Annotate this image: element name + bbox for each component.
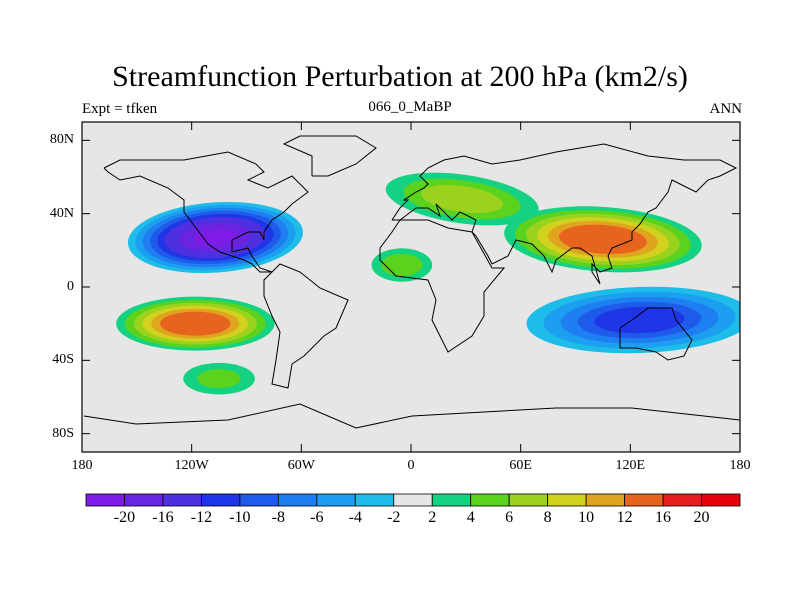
coastline-0 [103, 151, 349, 389]
colorbar-label: -12 [190, 509, 213, 526]
colorbar-swatch [470, 493, 510, 507]
y-tick-label: 40S [52, 352, 74, 368]
x-tick-label: 60E [509, 458, 532, 473]
indian-ocean-low-band-4 [594, 306, 685, 334]
colorbar-label: 6 [505, 509, 514, 526]
colorbar-swatch [585, 493, 625, 507]
colorbar-swatch [239, 493, 279, 507]
colorbar-swatch [431, 493, 472, 507]
colorbar-swatch [85, 493, 125, 507]
colorbar-swatch [701, 493, 741, 507]
colorbar-label: 12 [616, 509, 633, 526]
x-tick-label: 0 [407, 458, 415, 473]
colorbar-label: 16 [655, 509, 672, 526]
x-tick-label: 60W [287, 458, 315, 473]
x-tick-label: 120W [174, 458, 209, 473]
x-tick-label: 120E [615, 458, 646, 473]
colorbar-label: -4 [348, 509, 362, 526]
case-label: 066_0_MaBP [368, 99, 452, 115]
coastline-2 [379, 219, 506, 353]
colorbar-label: 2 [428, 509, 437, 526]
coastline-4 [282, 135, 377, 177]
north-atlantic-eurasia-high-band-2 [421, 184, 504, 214]
colorbar-label: 20 [693, 509, 710, 526]
colorbar-swatch [662, 493, 702, 507]
colorbar-label: -8 [271, 509, 285, 526]
colorbar-swatch [393, 493, 433, 507]
experiment-label: Expt = tfken [82, 101, 158, 117]
africa-high-band-1 [381, 253, 423, 277]
asia-high-band-5 [559, 224, 647, 255]
coastlines [83, 135, 741, 429]
y-tick-label: 80N [49, 132, 74, 148]
x-tick-label: 180 [729, 458, 751, 473]
colorbar-swatch [201, 493, 241, 507]
colorbar-swatch [547, 493, 587, 507]
season-label: ANN [709, 101, 743, 117]
colorbar-label: -6 [310, 509, 324, 526]
colorbar-swatch [124, 493, 164, 507]
south-america-high-band-1 [197, 369, 241, 389]
north-pacific-low-band-7 [193, 228, 237, 247]
chart-title: Streamfunction Perturbation at 200 hPa (… [112, 60, 688, 93]
x-tick-label: 180 [71, 458, 93, 473]
colorbar-swatch [277, 493, 318, 507]
colorbar-label: -2 [387, 509, 401, 526]
colorbar-label: 4 [466, 509, 475, 526]
y-tick-label: 0 [67, 279, 74, 294]
y-tick-label: 40N [49, 205, 74, 221]
field-layer [82, 122, 740, 452]
coastline-1 [391, 143, 738, 285]
y-tick-label: 80S [52, 425, 74, 441]
colorbar [85, 493, 741, 507]
colorbar-swatch [624, 493, 664, 507]
colorbar-label: 10 [578, 509, 595, 526]
colorbar-label: -10 [229, 509, 251, 526]
colorbar-label: -16 [152, 509, 174, 526]
colorbar-swatch [508, 493, 549, 507]
coastline-5 [83, 403, 741, 429]
coastline-3 [619, 307, 693, 361]
colorbar-swatch [162, 493, 202, 507]
south-pacific-high-band-5 [160, 311, 231, 336]
colorbar-label: -20 [113, 509, 136, 526]
colorbar-swatch [316, 493, 356, 507]
colorbar-swatch [354, 493, 395, 507]
colorbar-label: 8 [543, 509, 552, 526]
